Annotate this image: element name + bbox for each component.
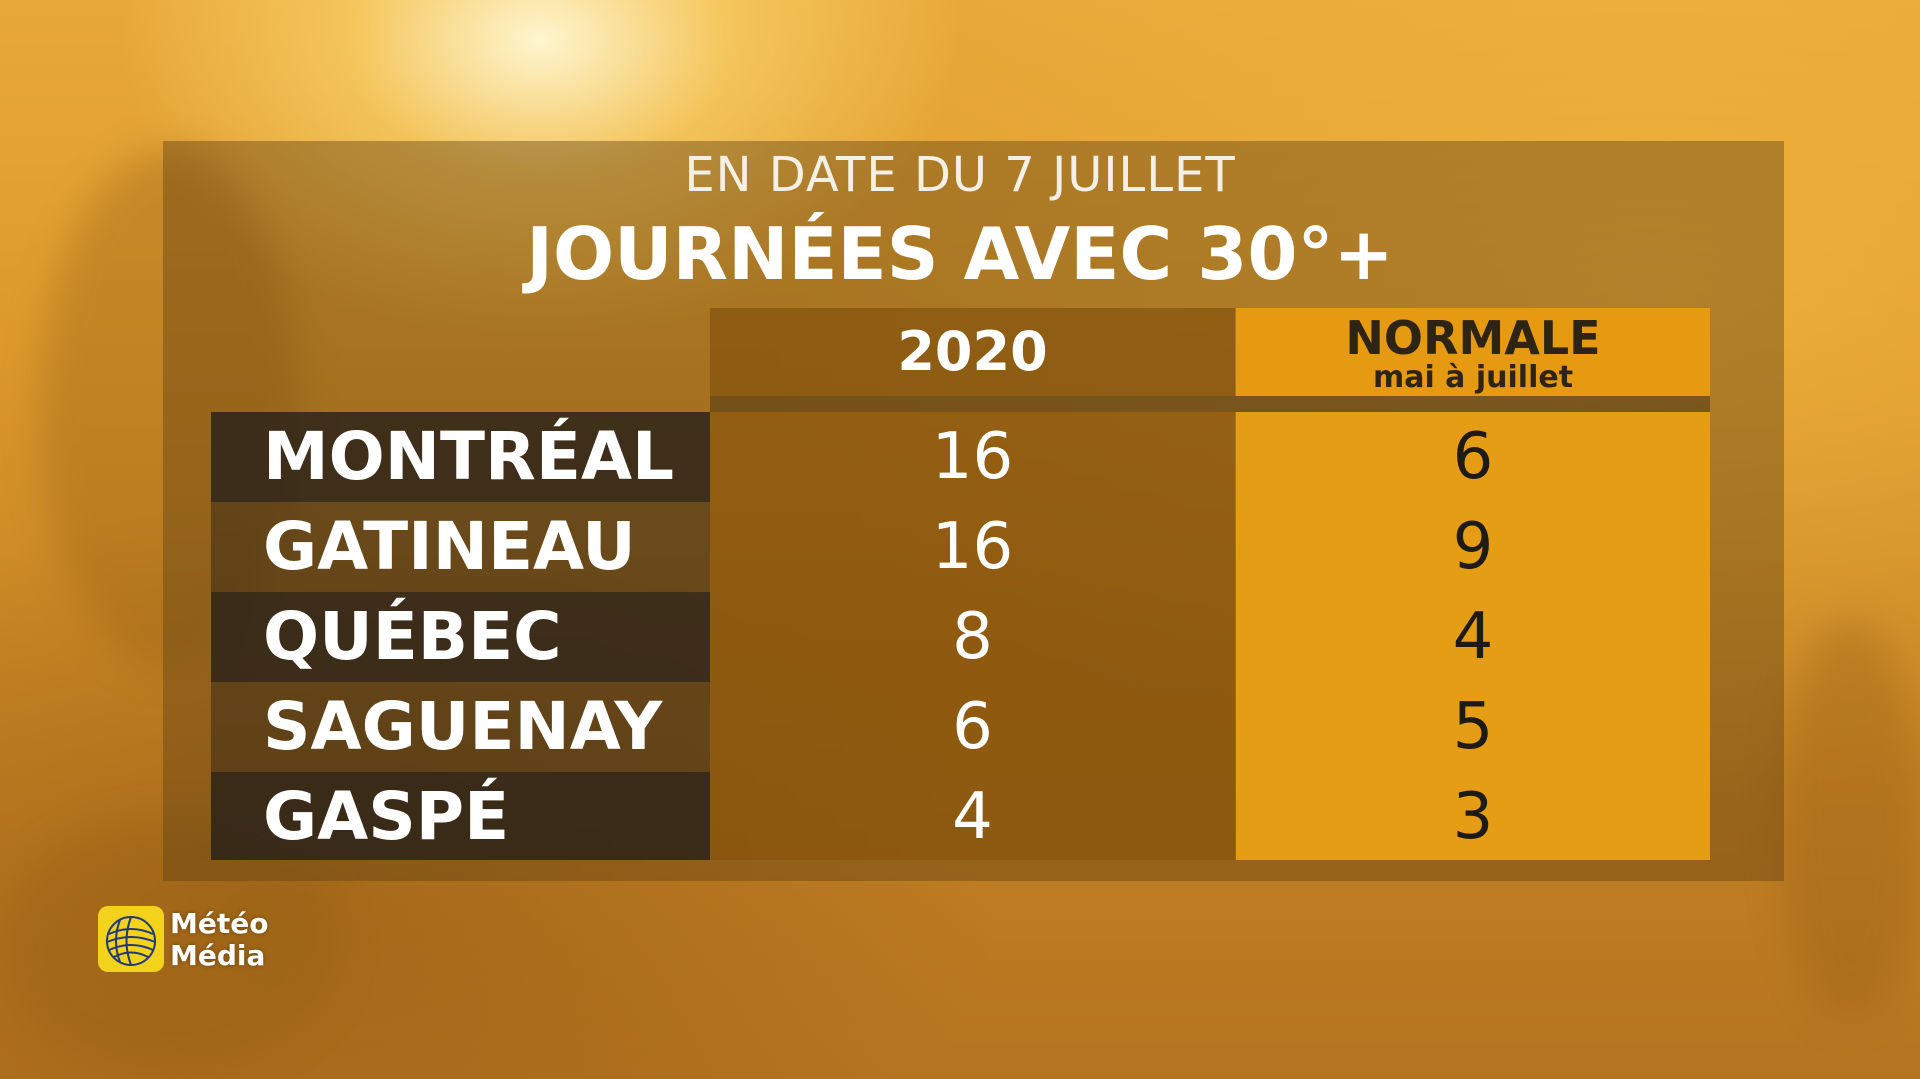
- header-divider: [710, 396, 1710, 412]
- city-cell: SAGUENAY: [211, 682, 710, 772]
- values-normale-column: 6 9 4 5 3: [1236, 412, 1710, 860]
- value-2020-cell: 6: [952, 690, 993, 764]
- value-2020-cell: 8: [952, 600, 993, 674]
- column-header-normale-sublabel: mai à juillet: [1372, 360, 1574, 395]
- value-normale-cell: 9: [1452, 510, 1494, 584]
- city-cell: QUÉBEC: [211, 592, 710, 682]
- background-blur: [1780, 620, 1920, 1020]
- column-header-normale-label: NORMALE: [1345, 311, 1601, 365]
- background-blur: [0, 820, 340, 1070]
- column-header-2020: 2020: [710, 308, 1235, 396]
- background-blur: [40, 150, 300, 670]
- logo-wordmark: Météo Média: [170, 908, 268, 972]
- meteomedia-logo: Météo Média: [98, 906, 288, 976]
- value-normale-cell: 5: [1452, 690, 1494, 764]
- city-column: MONTRÉAL GATINEAU QUÉBEC SAGUENAY GASPÉ: [211, 412, 710, 860]
- page-subtitle: EN DATE DU 7 JUILLET: [684, 147, 1236, 203]
- values-2020-column: 16 16 8 6 4: [710, 412, 1235, 860]
- page-title: JOURNÉES AVEC 30°+: [526, 212, 1394, 296]
- value-2020-cell: 4: [952, 780, 993, 854]
- globe-icon: [98, 906, 164, 972]
- column-header-normale: NORMALE mai à juillet: [1236, 308, 1710, 396]
- logo-line-2: Média: [170, 939, 266, 972]
- city-cell: MONTRÉAL: [211, 412, 710, 502]
- value-normale-cell: 4: [1452, 600, 1494, 674]
- city-cell: GASPÉ: [211, 772, 710, 860]
- value-normale-cell: 6: [1452, 420, 1494, 494]
- logo-line-1: Météo: [170, 907, 269, 940]
- value-2020-cell: 16: [931, 510, 1014, 584]
- value-2020-cell: 16: [931, 420, 1014, 494]
- city-cell: GATINEAU: [211, 502, 710, 592]
- value-normale-cell: 3: [1452, 780, 1494, 854]
